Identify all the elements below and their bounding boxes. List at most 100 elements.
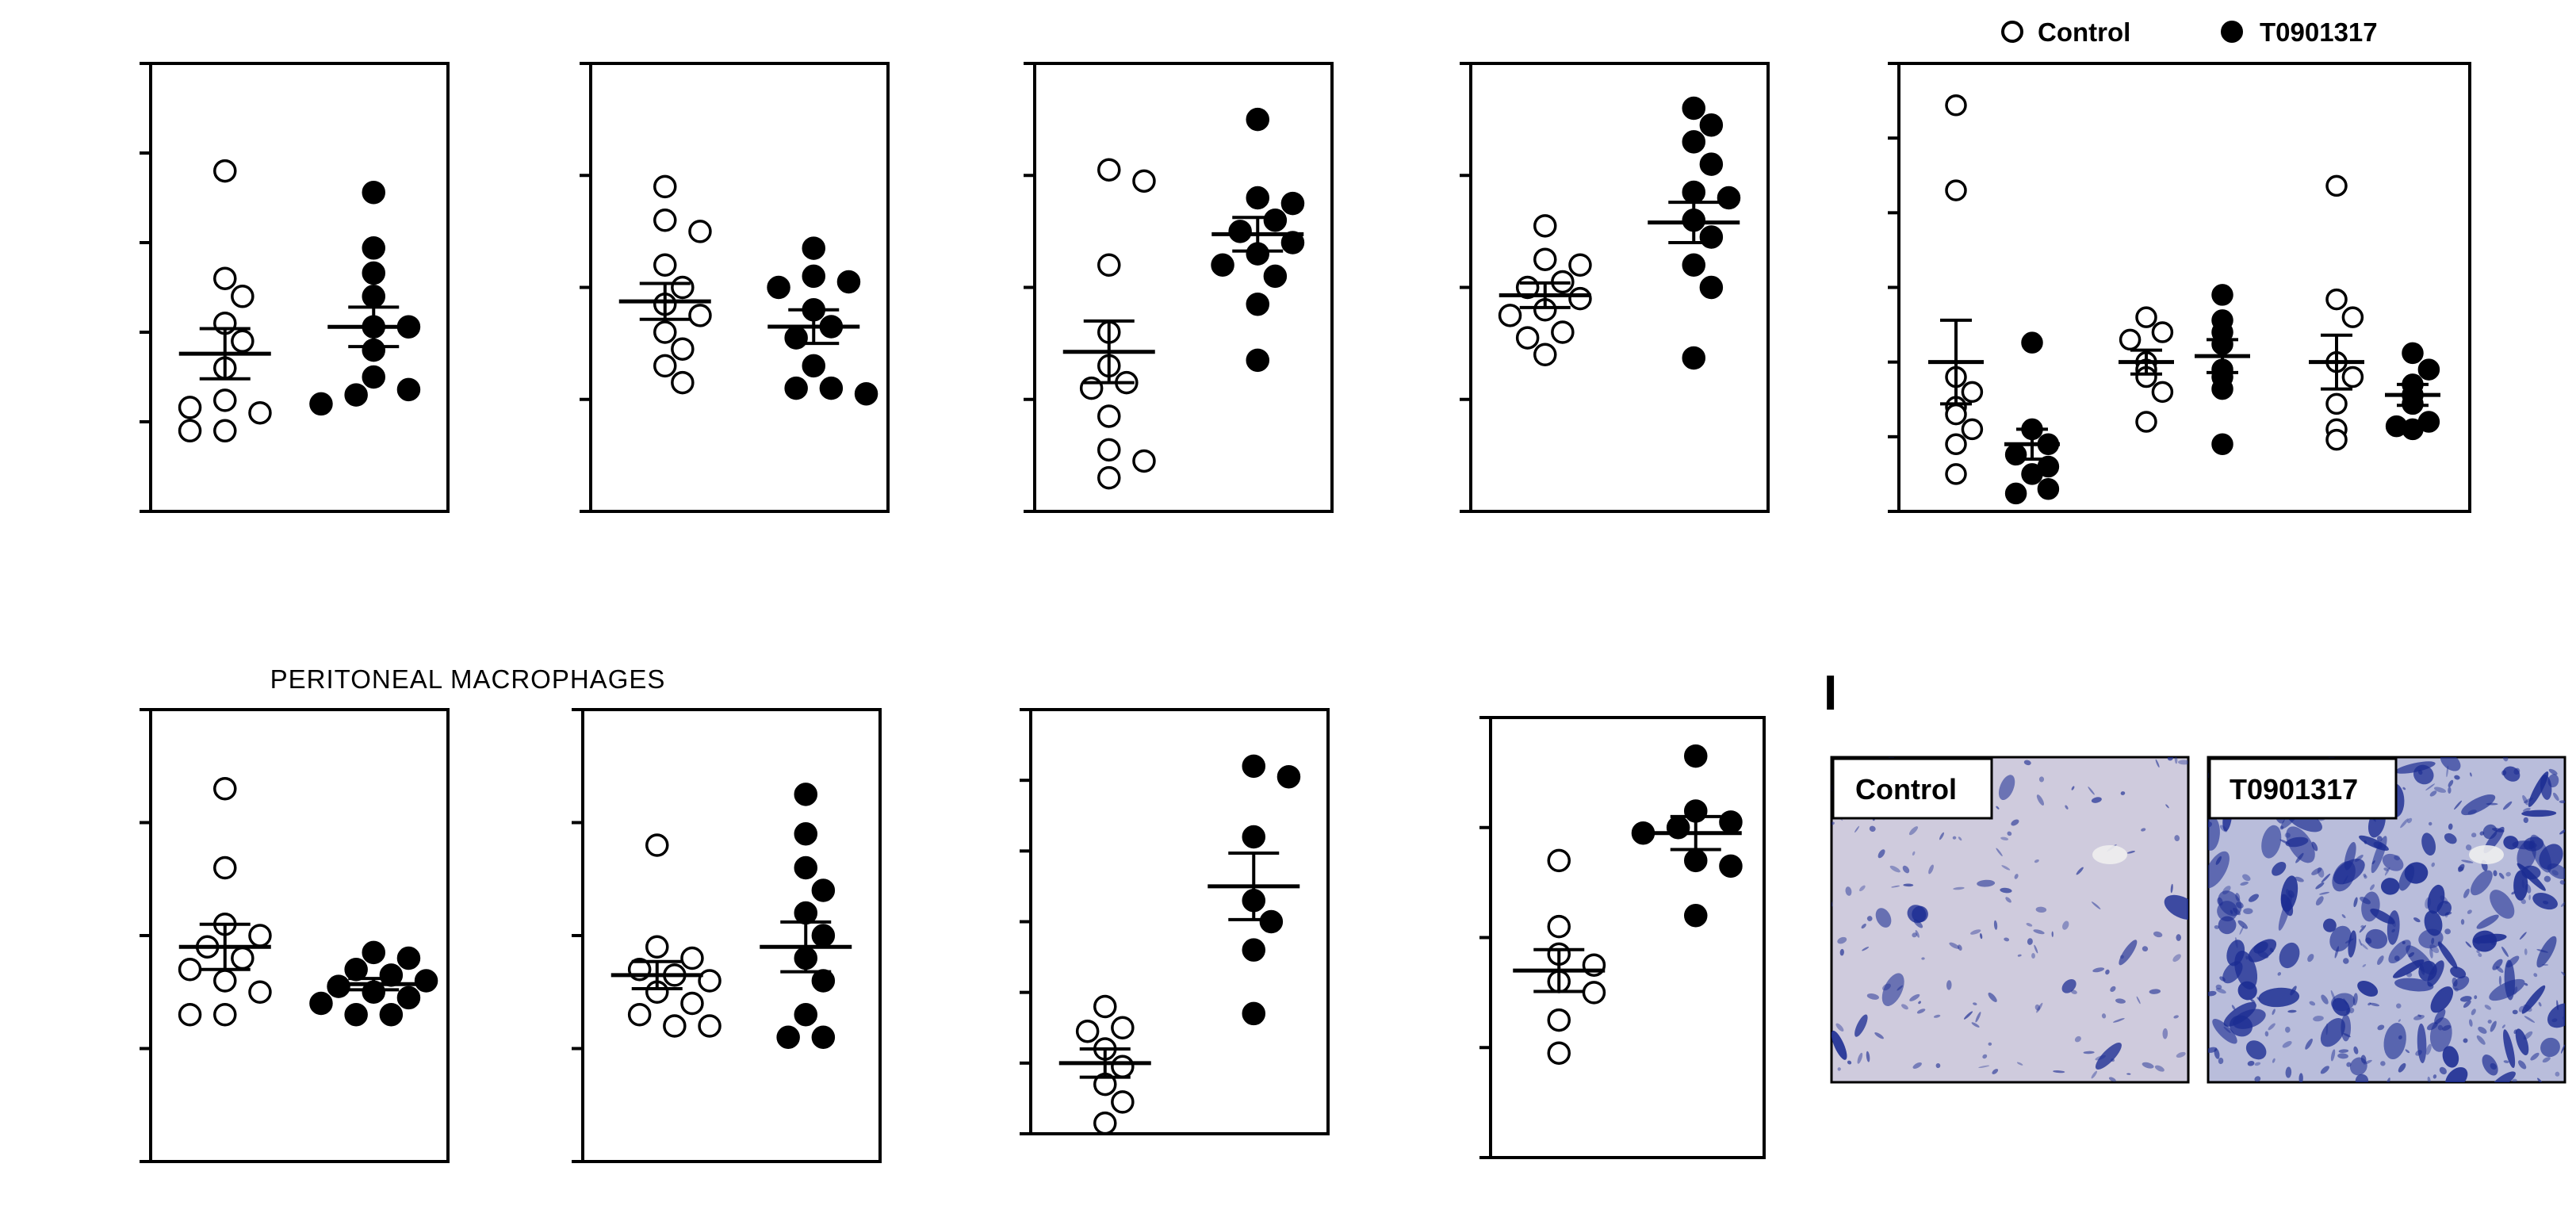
data-point <box>213 266 237 290</box>
stain-spot <box>1874 1032 1884 1039</box>
data-point <box>802 354 825 378</box>
stain-spot <box>2452 975 2470 991</box>
stain-spot <box>2176 1051 2186 1058</box>
stain-spot <box>2236 901 2244 909</box>
group-filled-t0901317 <box>760 783 852 1049</box>
stain-spot <box>2360 943 2368 950</box>
data-point <box>811 1025 836 1049</box>
stain-spot <box>1902 865 1910 874</box>
data-point <box>1246 186 1269 210</box>
stain-spot <box>2522 807 2531 813</box>
stain-spot <box>2212 1019 2237 1044</box>
stain-spot <box>2231 1005 2236 1011</box>
stain-spot <box>1862 947 1870 951</box>
stain-spot <box>2460 919 2465 925</box>
stain-spot <box>2033 929 2045 935</box>
stain-spot <box>2208 851 2230 889</box>
stain-spot <box>2540 1037 2560 1058</box>
stain-spot <box>2383 1023 2406 1060</box>
stain-spot <box>2359 939 2362 946</box>
data-point <box>1945 179 1967 201</box>
stain-spot <box>2280 894 2294 917</box>
stain-spot <box>2011 819 2019 826</box>
panel-i-micrographs: I Control T0901317 <box>1824 666 2566 1084</box>
data-point <box>1533 214 1557 238</box>
stain-spot <box>2243 908 2253 915</box>
stain-spot <box>2239 925 2245 935</box>
stain-spot <box>2484 1005 2492 1010</box>
stain-spot <box>2502 801 2513 810</box>
stain-spot <box>2277 972 2282 976</box>
data-point <box>1682 180 1705 205</box>
data-point <box>2325 428 2348 451</box>
stain-spot <box>1875 908 1892 928</box>
stain-spot <box>2376 836 2383 842</box>
data-point <box>362 365 385 389</box>
stain-spot <box>2468 1019 2473 1027</box>
data-point <box>362 261 385 285</box>
stain-spot <box>2537 1077 2543 1082</box>
stain-spot <box>2490 890 2515 919</box>
data-point <box>1097 253 1121 277</box>
stain-spot <box>2001 865 2011 871</box>
stain-spot <box>2353 897 2358 908</box>
stain-spot <box>2051 931 2054 937</box>
data-point <box>1945 403 1967 426</box>
stain-spot <box>2208 821 2212 828</box>
plot-frame <box>1033 62 1334 513</box>
stain-spot <box>2523 836 2544 852</box>
data-point <box>309 392 333 416</box>
stain-spot <box>2162 1028 2168 1039</box>
stain-spot <box>2035 906 2047 913</box>
stain-spot <box>2528 894 2531 901</box>
stain-spot <box>2473 933 2507 944</box>
data-point <box>1547 1008 1571 1032</box>
stain-spot <box>2503 1029 2516 1069</box>
group-filled-t0901317 <box>767 236 878 406</box>
micrograph-control-label-box <box>1832 757 1993 820</box>
stain-spot <box>2285 836 2309 848</box>
stain-spot <box>2298 1073 2303 1082</box>
group-filled-mcp-1 <box>2385 342 2440 441</box>
stain-spot <box>1835 1023 1844 1032</box>
data-point <box>2135 411 2157 433</box>
data-point <box>1132 169 1156 193</box>
chart-h <box>1479 716 1766 1159</box>
stain-spot <box>2383 867 2389 871</box>
stain-spot <box>2315 896 2324 906</box>
stain-spot <box>2404 862 2429 884</box>
stain-spot <box>2432 1074 2437 1079</box>
stain-spot <box>1993 920 1998 930</box>
stain-spot <box>1977 879 1996 887</box>
data-point <box>2211 433 2233 455</box>
data-point <box>2021 331 2043 354</box>
data-point <box>1961 381 1984 404</box>
stain-spot <box>2492 828 2505 832</box>
data-point <box>671 275 695 300</box>
data-point <box>1945 94 1967 117</box>
charts <box>140 62 2471 1163</box>
stain-spot <box>2348 1008 2355 1014</box>
chart-f2 <box>572 708 882 1163</box>
legend: Control T0901317 <box>2001 17 2378 47</box>
stain-spot <box>1881 973 1904 1006</box>
stain-spot <box>2439 1066 2447 1075</box>
stain-spot <box>2126 1073 2131 1075</box>
stain-spot <box>2233 908 2241 916</box>
data-point <box>362 285 385 308</box>
data-point <box>1242 1001 1265 1026</box>
stain-spot <box>2471 832 2477 838</box>
data-point <box>1699 225 1724 249</box>
data-point <box>1097 438 1121 462</box>
stain-spot <box>2014 874 2019 879</box>
stain-spot <box>2113 1018 2125 1023</box>
data-point <box>248 980 272 1004</box>
plot-frame <box>1489 716 1766 1159</box>
stain-spot <box>2448 823 2453 830</box>
stain-spot <box>2309 1001 2316 1006</box>
stain-spot <box>2444 928 2452 935</box>
stain-spot <box>2343 958 2349 964</box>
stain-spot <box>1949 942 1960 949</box>
stain-spot <box>2101 1013 2107 1019</box>
stain-spot <box>2142 1062 2154 1069</box>
